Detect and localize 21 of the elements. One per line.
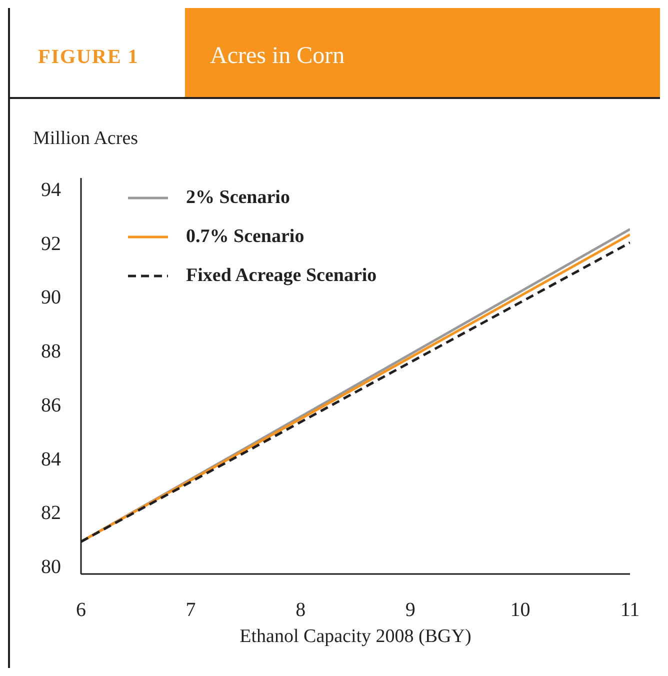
x-tick-label: 6 bbox=[76, 599, 86, 622]
legend-label: 0.7% Scenario bbox=[186, 226, 304, 248]
y-tick-label: 84 bbox=[41, 448, 61, 470]
caption: FIGURE 1 bbox=[38, 46, 139, 69]
x-tick-label: 8 bbox=[296, 599, 306, 622]
x-tick-label: 7 bbox=[186, 599, 196, 622]
x-tick-label: 11 bbox=[620, 599, 640, 622]
legend-label: Fixed Acreage Scenario bbox=[186, 264, 377, 286]
x-axis-title: Ethanol Capacity 2008 (BGY) bbox=[240, 626, 472, 647]
y-tick-label: 80 bbox=[41, 556, 61, 578]
legend-label: 2% Scenario bbox=[186, 186, 290, 208]
x-tick-label: 10 bbox=[510, 599, 530, 622]
x-tick-label: 9 bbox=[405, 599, 416, 622]
y-tick-label: 92 bbox=[41, 232, 61, 255]
y-tick-label: 94 bbox=[41, 178, 61, 201]
y-tick-label: 82 bbox=[41, 502, 61, 524]
y-tick-label: 88 bbox=[41, 340, 61, 363]
chart-title: Acres in Corn bbox=[210, 43, 345, 70]
y-tick-label: 86 bbox=[41, 394, 61, 416]
y-axis-title: Million Acres bbox=[33, 128, 138, 149]
y-tick-label: 90 bbox=[41, 286, 61, 309]
